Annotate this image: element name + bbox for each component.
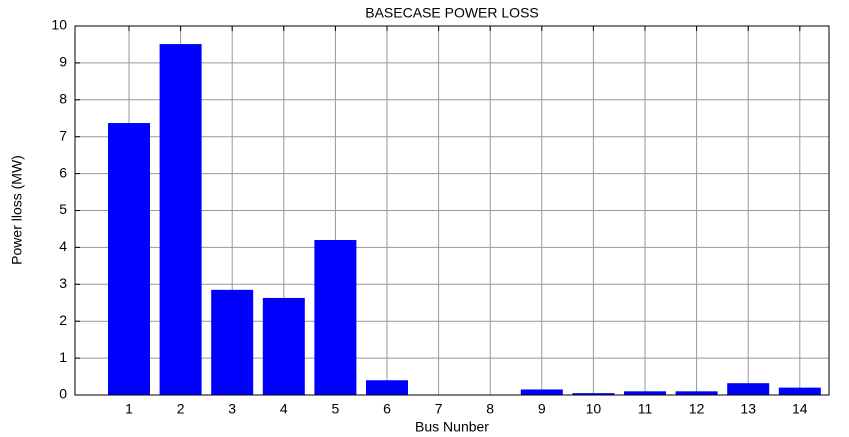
x-tick-label: 11 <box>638 401 653 417</box>
x-tick-label: 9 <box>538 401 546 417</box>
bar <box>778 387 821 395</box>
y-tick-label: 10 <box>51 17 67 33</box>
x-tick-label: 3 <box>228 401 236 417</box>
x-tick-label: 8 <box>486 401 494 417</box>
bar <box>675 391 718 395</box>
bar <box>572 393 615 395</box>
x-tick-label: 7 <box>435 401 443 417</box>
y-tick-label: 3 <box>59 275 67 291</box>
x-tick-label: 6 <box>383 401 391 417</box>
x-tick-label: 10 <box>586 401 602 417</box>
y-tick-label: 2 <box>59 312 67 328</box>
x-tick-label: 4 <box>280 401 288 417</box>
x-tick-label: 13 <box>740 401 756 417</box>
y-tick-label: 7 <box>59 127 67 143</box>
bar <box>108 123 150 395</box>
x-axis-label: Bus Nunber <box>415 419 489 435</box>
plot-frame <box>74 25 830 396</box>
x-tick-label: 12 <box>689 401 705 417</box>
bar <box>211 289 254 395</box>
y-tick-label: 6 <box>59 164 67 180</box>
y-tick-label: 9 <box>59 54 67 70</box>
y-tick-label: 4 <box>59 238 67 254</box>
y-axis-label: Power lloss (MW) <box>9 155 25 265</box>
bar <box>727 383 770 395</box>
x-tick-label: 1 <box>125 401 133 417</box>
bar <box>624 391 666 395</box>
bar <box>314 240 357 395</box>
bar <box>159 44 202 396</box>
x-tick-label: 5 <box>332 401 340 417</box>
y-tick-label: 0 <box>59 386 67 402</box>
x-tick-label: 14 <box>792 401 808 417</box>
bar <box>366 380 408 395</box>
y-tick-label: 1 <box>59 349 67 365</box>
chart-title: BASECASE POWER LOSS <box>365 5 539 21</box>
bar <box>520 389 563 395</box>
x-tick-label: 2 <box>177 401 185 417</box>
bar <box>262 297 305 395</box>
y-tick-label: 8 <box>59 91 67 107</box>
y-tick-label: 5 <box>59 201 67 217</box>
